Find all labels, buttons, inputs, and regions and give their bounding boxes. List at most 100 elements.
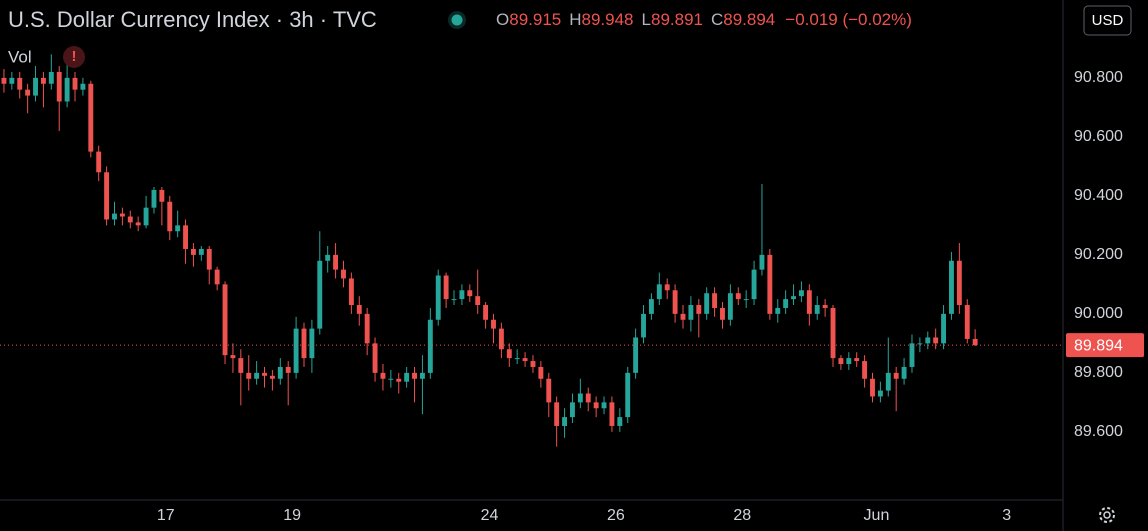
- ohlc-value: 89.894: [723, 10, 775, 29]
- x-tick-label: 17: [157, 507, 175, 524]
- candle-body: [956, 260, 962, 306]
- ohlc-value: 89.915: [509, 10, 561, 29]
- candle-body: [80, 83, 86, 90]
- candle-body: [949, 260, 954, 314]
- candle-body: [538, 366, 544, 379]
- candle-body: [933, 337, 939, 344]
- candle-body: [451, 299, 457, 301]
- candle-body: [609, 402, 615, 426]
- candle-body: [514, 358, 520, 360]
- candle-body: [467, 290, 473, 297]
- candle-body: [475, 296, 481, 306]
- candle-body: [735, 293, 741, 300]
- settings-hub[interactable]: [1103, 511, 1111, 519]
- candle-body: [791, 296, 796, 300]
- y-tick-label: 90.400: [1074, 187, 1123, 204]
- y-tick-label: 90.800: [1074, 69, 1123, 86]
- candle-body: [925, 337, 931, 344]
- candle-body: [641, 313, 646, 338]
- status-dot: [451, 14, 463, 26]
- candle-body: [427, 319, 433, 373]
- settings-icon[interactable]: [1099, 507, 1115, 523]
- candle-body: [333, 254, 339, 270]
- candle-body: [443, 275, 449, 300]
- candle-body: [506, 349, 512, 359]
- candle-body: [806, 290, 812, 314]
- candle-body: [238, 358, 244, 373]
- currency-button[interactable]: [1083, 5, 1132, 36]
- ohlc-key: H: [569, 10, 581, 29]
- candle-body: [388, 378, 394, 380]
- candle-body: [601, 402, 607, 409]
- candle-body: [767, 254, 773, 314]
- change-value: −0.019 (−0.02%): [785, 10, 912, 29]
- candle-body: [814, 305, 820, 314]
- candle-body: [656, 284, 662, 300]
- candle-body: [862, 361, 868, 379]
- candle-body: [491, 319, 496, 329]
- candle-body: [846, 358, 852, 365]
- candle-body: [562, 417, 568, 426]
- candle-body: [577, 393, 583, 403]
- candle-body: [9, 77, 15, 84]
- candle-body: [412, 372, 417, 379]
- candle-body: [688, 305, 694, 320]
- candle-body: [285, 366, 291, 373]
- candle-body: [56, 71, 62, 102]
- candle-body: [435, 275, 441, 320]
- volume-label: Vol: [8, 47, 32, 66]
- candle-body: [269, 375, 275, 379]
- candle-body: [167, 201, 173, 232]
- candle-body: [143, 207, 149, 226]
- y-tick-label: 89.600: [1074, 423, 1123, 440]
- candle-body: [917, 343, 923, 345]
- candle-body: [230, 355, 236, 359]
- candle-body: [585, 393, 591, 403]
- candle-body: [419, 372, 425, 379]
- candle-body: [712, 293, 718, 308]
- candle-body: [151, 189, 157, 208]
- candle-body: [25, 89, 31, 96]
- candle-body: [838, 358, 844, 365]
- candle-body: [356, 305, 362, 314]
- candle-body: [459, 290, 465, 300]
- candle-body: [317, 260, 323, 329]
- candle-body: [96, 151, 102, 173]
- candle-body: [759, 254, 765, 270]
- candle-body: [127, 216, 133, 223]
- candle-body: [104, 172, 110, 220]
- candle-body: [119, 213, 125, 217]
- y-tick-label: 90.200: [1074, 246, 1123, 263]
- candle-body: [901, 366, 907, 379]
- candle-body: [483, 305, 489, 320]
- ohlc-legend: O89.915 H89.948 L89.891 C89.894 −0.019 (−0.0…: [496, 10, 912, 29]
- currency-label[interactable]: USD: [1092, 12, 1124, 29]
- settings-gear[interactable]: [1099, 507, 1115, 523]
- candle-body: [720, 307, 725, 320]
- warning-badge[interactable]: [63, 46, 85, 68]
- last-price-box: [1066, 333, 1144, 358]
- candle-body: [380, 372, 386, 379]
- ohlc-key: O: [496, 10, 509, 29]
- candle-body: [680, 313, 686, 320]
- candle-body: [396, 378, 402, 382]
- candle-body: [972, 338, 978, 346]
- chart-title: U.S. Dollar Currency Index · 3h · TVC: [8, 7, 377, 32]
- candle-body: [498, 328, 504, 350]
- candle-body: [214, 269, 220, 285]
- warning-icon[interactable]: !: [72, 48, 77, 65]
- candle-body: [198, 248, 204, 255]
- candle-body: [222, 284, 228, 356]
- candle-body: [341, 269, 346, 279]
- candle-body: [88, 83, 94, 152]
- candle-body: [664, 284, 670, 291]
- candle-body: [964, 305, 970, 339]
- candle-body: [909, 343, 915, 367]
- candle-body: [40, 77, 46, 84]
- candle-body: [135, 222, 141, 226]
- candle-body: [633, 337, 639, 373]
- candle-body: [309, 328, 315, 359]
- candle-body: [325, 254, 331, 261]
